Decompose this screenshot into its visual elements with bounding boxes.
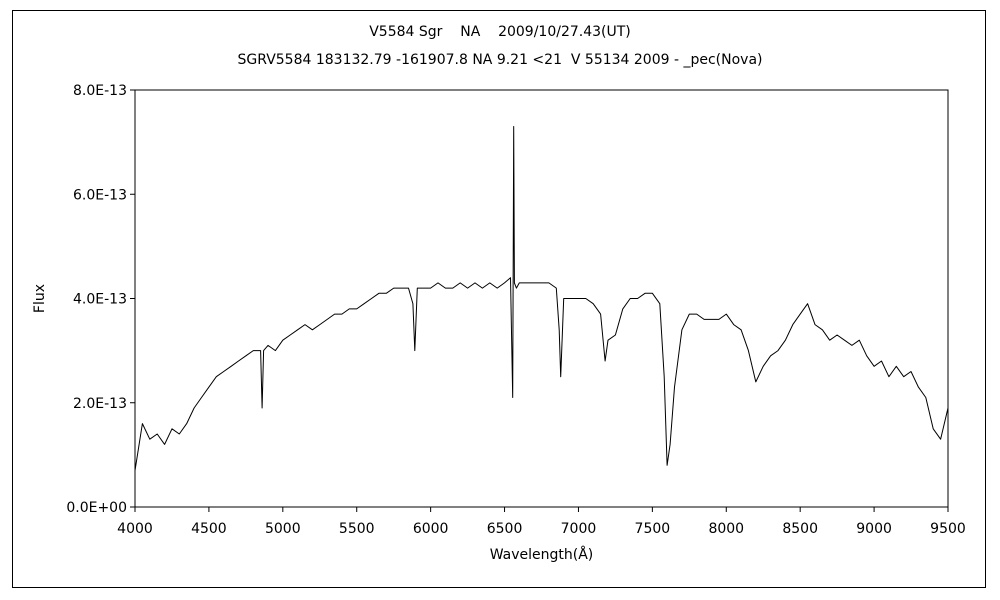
y-axis-ticks: 0.0E+00 2.0E-13 4.0E-13 6.0E-13 8.0E-13: [66, 83, 135, 516]
x-tick-label: 5000: [265, 521, 301, 537]
x-tick-label: 9000: [856, 521, 892, 537]
chart-frame: [12, 10, 986, 588]
y-tick-label: 2.0E-13: [73, 396, 127, 412]
x-tick-label: 6000: [413, 521, 449, 537]
plot-area: [134, 89, 949, 508]
y-tick-label: 8.0E-13: [73, 83, 127, 99]
x-axis-label: Wavelength(Å): [490, 546, 594, 563]
x-tick-label: 6500: [487, 521, 523, 537]
y-axis-label: Flux: [32, 284, 48, 313]
x-tick-label: 8500: [782, 521, 818, 537]
spectrum-line: [134, 126, 949, 471]
x-tick-label: 4500: [191, 521, 227, 537]
y-tick-label: 6.0E-13: [73, 187, 127, 203]
series-layer: [134, 126, 949, 471]
x-tick-label: 5500: [339, 521, 375, 537]
x-tick-label: 7500: [635, 521, 671, 537]
y-tick-label: 4.0E-13: [73, 292, 127, 308]
x-tick-label: 8000: [708, 521, 744, 537]
chart-title: V5584 Sgr NA 2009/10/27.43(UT): [369, 24, 631, 40]
x-axis-ticks: 4000 4500 5000 5500 6000 6500 7000 7500 8000 8500…: [117, 507, 966, 537]
x-tick-label: 9500: [930, 521, 966, 537]
x-tick-label: 4000: [117, 521, 153, 537]
y-tick-label: 0.0E+00: [66, 500, 127, 516]
x-tick-label: 7000: [561, 521, 597, 537]
chart-subtitle: SGRV5584 183132.79 -161907.8 NA 9.21 <21…: [237, 52, 763, 68]
